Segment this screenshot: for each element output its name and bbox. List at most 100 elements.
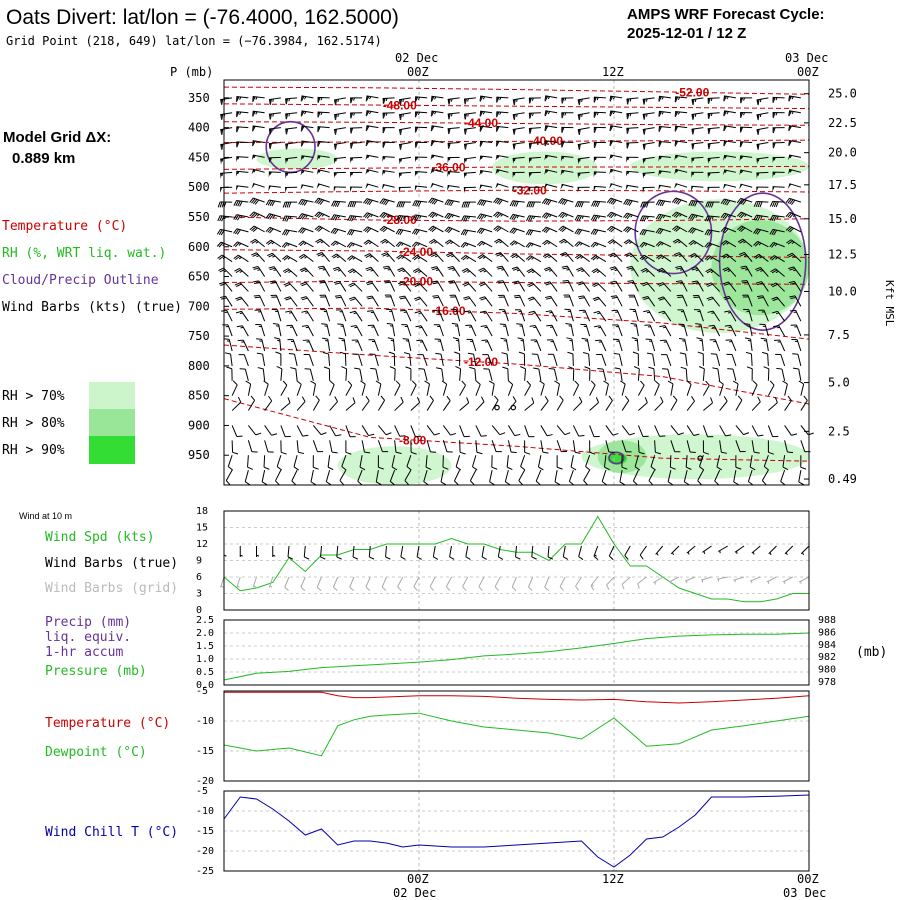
- profile-wind-barb: [579, 309, 591, 322]
- barb-staff: [626, 142, 639, 144]
- profile-wind-barb: [573, 396, 583, 411]
- barb-flag: [431, 213, 437, 219]
- profile-wind-barb: [633, 366, 640, 381]
- barb-flag: [626, 253, 632, 257]
- barb-staff: [784, 383, 788, 396]
- barb-flag: [349, 310, 356, 314]
- profile-wind-barb: [657, 282, 672, 292]
- barb-pennant: [577, 129, 580, 136]
- barb-half-flag: [465, 243, 469, 247]
- profile-wind-barb: [689, 253, 704, 263]
- barb-flag: [696, 337, 703, 340]
- barb-flag: [269, 99, 272, 105]
- barb-flag: [513, 214, 518, 221]
- barb-pennant: [333, 172, 336, 179]
- profile-wind-barb: [756, 156, 769, 165]
- barb-flag: [660, 339, 666, 342]
- profile-wind-barb: [495, 183, 509, 189]
- profile-wind-barb: [423, 469, 429, 486]
- barb-flag: [763, 466, 770, 471]
- barb-staff: [545, 183, 558, 188]
- barb-pennant: [609, 154, 613, 161]
- barb-flag: [546, 434, 553, 437]
- temperature-panel: -5-10-15-20: [196, 686, 810, 787]
- barb-flag: [541, 198, 546, 204]
- barb-staff: [528, 112, 541, 114]
- barb-staff: [648, 469, 656, 481]
- barb-flag: [633, 480, 638, 486]
- barb-staff: [729, 310, 737, 322]
- barb-flag: [282, 380, 288, 386]
- barb-staff: [394, 425, 401, 437]
- isotherm-line: [223, 216, 810, 222]
- barb-flag: [772, 112, 776, 119]
- barb-flag: [265, 213, 270, 219]
- barb-flag: [300, 96, 305, 102]
- barb-staff: [366, 183, 379, 188]
- barb-flag: [479, 283, 486, 287]
- barb-flag: [738, 226, 744, 232]
- profile-wind-barb: [697, 469, 704, 486]
- barb-pennant: [430, 183, 434, 189]
- profile-wind-barb: [674, 125, 688, 132]
- barb-staff: [391, 455, 396, 468]
- barb-pennant: [691, 129, 694, 135]
- barb-flag: [782, 466, 789, 471]
- barb-half-flag: [569, 339, 573, 342]
- barb-flag: [349, 586, 354, 592]
- profile-wind-barb: [448, 280, 461, 292]
- barb-flag: [674, 239, 680, 244]
- barb-staff: [702, 385, 710, 396]
- profile-wind-barb: [741, 280, 753, 292]
- profile-wind-barb: [285, 310, 298, 322]
- barb-flag: [544, 254, 550, 259]
- profile-wind-barb: [234, 268, 249, 277]
- barb-staff: [532, 282, 542, 292]
- profile-wind-barb: [300, 125, 314, 132]
- profile-wind-barb: [322, 352, 331, 366]
- profile-wind-barb: [541, 212, 558, 219]
- profile-wind-barb: [414, 310, 428, 322]
- barb-staff: [394, 368, 396, 381]
- barb-flag: [317, 141, 321, 147]
- legend-swatch-rh90: [89, 436, 135, 464]
- barb-staff: [628, 239, 639, 248]
- barb-half-flag: [351, 157, 354, 161]
- barb-flag: [705, 268, 711, 273]
- barb-pennant: [317, 126, 320, 133]
- barb-pennant: [674, 111, 678, 117]
- profile-wind-barb: [723, 169, 736, 176]
- barb-staff: [238, 254, 249, 263]
- profile-wind-barb: [714, 469, 721, 486]
- barb-staff: [398, 215, 411, 218]
- profile-wind-barb: [726, 353, 737, 367]
- barb-flag: [234, 268, 240, 272]
- profile-wind-barb: [459, 440, 466, 455]
- barb-flag: [625, 240, 631, 245]
- barb-flag: [448, 143, 451, 149]
- barb-flag: [620, 380, 626, 385]
- profile-wind-barb: [363, 198, 379, 206]
- barb-half-flag: [303, 242, 307, 246]
- barb-flag: [335, 114, 338, 121]
- barb-staff: [528, 127, 541, 129]
- barb-half-flag: [631, 269, 635, 271]
- barb-staff: [469, 310, 477, 322]
- profile-wind-barb: [691, 156, 704, 164]
- barb-flag: [722, 213, 727, 219]
- barb-flag: [493, 238, 500, 243]
- pressure-tick-label: 550: [188, 210, 210, 224]
- barb-staff: [483, 267, 493, 277]
- barb-flag: [382, 112, 386, 119]
- barb-half-flag: [434, 255, 439, 258]
- barb-pennant: [285, 143, 288, 150]
- barb-flag: [496, 97, 500, 103]
- profile-wind-barb: [785, 226, 802, 233]
- barb-staff: [745, 265, 753, 277]
- profile-wind-barb: [756, 112, 769, 121]
- barb-flag: [626, 128, 630, 134]
- barb-staff: [730, 339, 737, 352]
- profile-wind-barb: [593, 310, 607, 322]
- temperature-line: [224, 691, 810, 704]
- profile-wind-barb: [300, 140, 314, 147]
